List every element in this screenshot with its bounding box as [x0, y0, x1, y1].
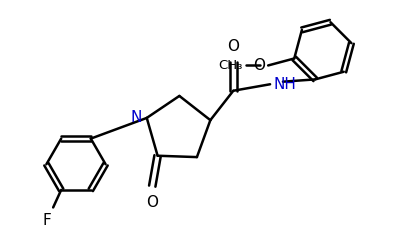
- Text: O: O: [146, 195, 158, 209]
- Text: F: F: [43, 212, 52, 228]
- Text: O: O: [228, 39, 239, 54]
- Text: CH₃: CH₃: [218, 59, 243, 72]
- Text: NH: NH: [273, 77, 296, 92]
- Text: N: N: [131, 110, 142, 125]
- Text: O: O: [253, 58, 265, 73]
